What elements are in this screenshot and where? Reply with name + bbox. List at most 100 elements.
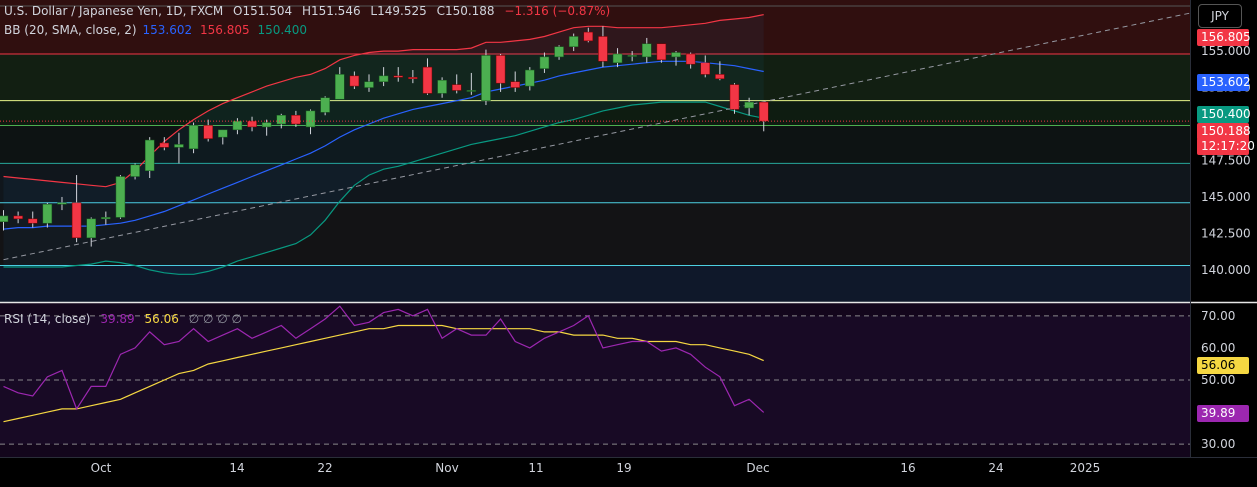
candle-body (71, 202, 82, 239)
candle-body (393, 75, 403, 78)
candle-body (451, 84, 462, 91)
open-value: O151.504 (233, 4, 293, 18)
candle-body (685, 53, 696, 65)
candle-body (642, 43, 652, 58)
candle-body (539, 56, 550, 69)
candle (656, 43, 667, 63)
bb-lower-line (3, 101, 764, 275)
candle-body (291, 115, 301, 125)
rsi-legend: RSI (14, close) 39.89 56.06 ∅ ∅ ∅ ∅ (4, 312, 248, 326)
candle-body (276, 115, 287, 125)
time-tick-label: 11 (528, 461, 543, 475)
candle (408, 70, 418, 84)
rsi-tick-label: 30.00 (1201, 437, 1235, 451)
candle-body (554, 46, 564, 58)
price-tick-label: 155.000 (1201, 44, 1251, 58)
bb-band-fill (3, 14, 764, 275)
time-tick-label: Nov (435, 461, 458, 475)
candle-body (700, 62, 711, 75)
candle-body (174, 144, 184, 148)
candle-body (378, 75, 389, 82)
basis-label: 153.602 (1197, 74, 1251, 91)
candle (437, 77, 447, 98)
rsi-band-fill (0, 315, 1190, 445)
bb-basis-line (3, 60, 764, 230)
candle (335, 67, 345, 100)
candle-body (495, 55, 506, 84)
candle (378, 67, 389, 87)
candle (627, 51, 637, 62)
candle-body (247, 120, 257, 128)
price-zone (0, 265, 1190, 302)
time-tick-label: Oct (91, 461, 112, 475)
candle-body (583, 31, 594, 42)
currency-button[interactable]: JPY (1198, 4, 1242, 28)
candle-body (115, 176, 126, 218)
candle-body (729, 84, 740, 110)
candle-body (305, 110, 316, 128)
candle (744, 97, 754, 116)
candle-body (466, 90, 477, 92)
candle-body (130, 164, 140, 177)
time-tick-label: 2025 (1070, 461, 1101, 475)
candle (481, 49, 491, 106)
candle (57, 196, 67, 211)
candle (144, 137, 155, 178)
candle-body (232, 120, 243, 131)
high-value: H151.546 (301, 4, 361, 18)
candle-body (188, 125, 199, 150)
candle (261, 119, 272, 136)
candle (539, 52, 550, 73)
rsi-tick-label: 50.00 (1201, 373, 1235, 387)
rsi-name: RSI (14, close) (4, 312, 91, 326)
candle-body (349, 75, 360, 87)
candle-body (159, 142, 170, 148)
candle (101, 211, 111, 225)
rsi-label: 39.89 (1197, 405, 1249, 422)
bb-lower-value: 150.400 (257, 23, 308, 37)
bb-upper-value: 156.805 (199, 23, 250, 37)
candle-body (86, 218, 96, 239)
candle (729, 83, 740, 114)
candle-body (261, 122, 272, 128)
price-tick-label: 145.000 (1201, 190, 1251, 204)
candle (349, 71, 360, 89)
price-legend: U.S. Dollar / Japanese Yen, 1D, FXCM O15… (4, 4, 616, 18)
candle (218, 129, 228, 145)
upper-band-label: 156.805 (1197, 29, 1251, 46)
candle (174, 132, 184, 164)
candle-body (57, 202, 67, 205)
price-zone (0, 53, 1190, 101)
candle (42, 202, 53, 228)
candle-body (422, 66, 433, 94)
price-tick-label: 140.000 (1201, 263, 1251, 277)
candle (525, 67, 535, 91)
candle-body (408, 77, 418, 80)
price-zone (0, 125, 1190, 164)
candle-body (364, 81, 374, 88)
low-value: L149.525 (370, 4, 427, 18)
bb-basis-value: 153.602 (142, 23, 193, 37)
candle (671, 51, 681, 66)
candle-body (335, 74, 345, 100)
rsi-value: 39.89 (100, 312, 135, 326)
candle-body (568, 36, 579, 47)
candle (554, 45, 564, 60)
candle-body (481, 55, 491, 101)
bb-upper-line (3, 14, 764, 188)
candle (598, 26, 608, 68)
candle (71, 175, 82, 243)
candle (466, 72, 477, 95)
candle (13, 211, 23, 224)
candle-body (101, 217, 111, 220)
last-price-label: 150.188 (1197, 123, 1251, 140)
candle-body (218, 129, 228, 138)
price-zone (0, 163, 1190, 203)
candle (27, 211, 38, 228)
candle-body (320, 97, 330, 113)
candle (0, 210, 9, 231)
candle (422, 58, 433, 95)
candle-body (671, 52, 681, 58)
candle-body (13, 215, 23, 220)
